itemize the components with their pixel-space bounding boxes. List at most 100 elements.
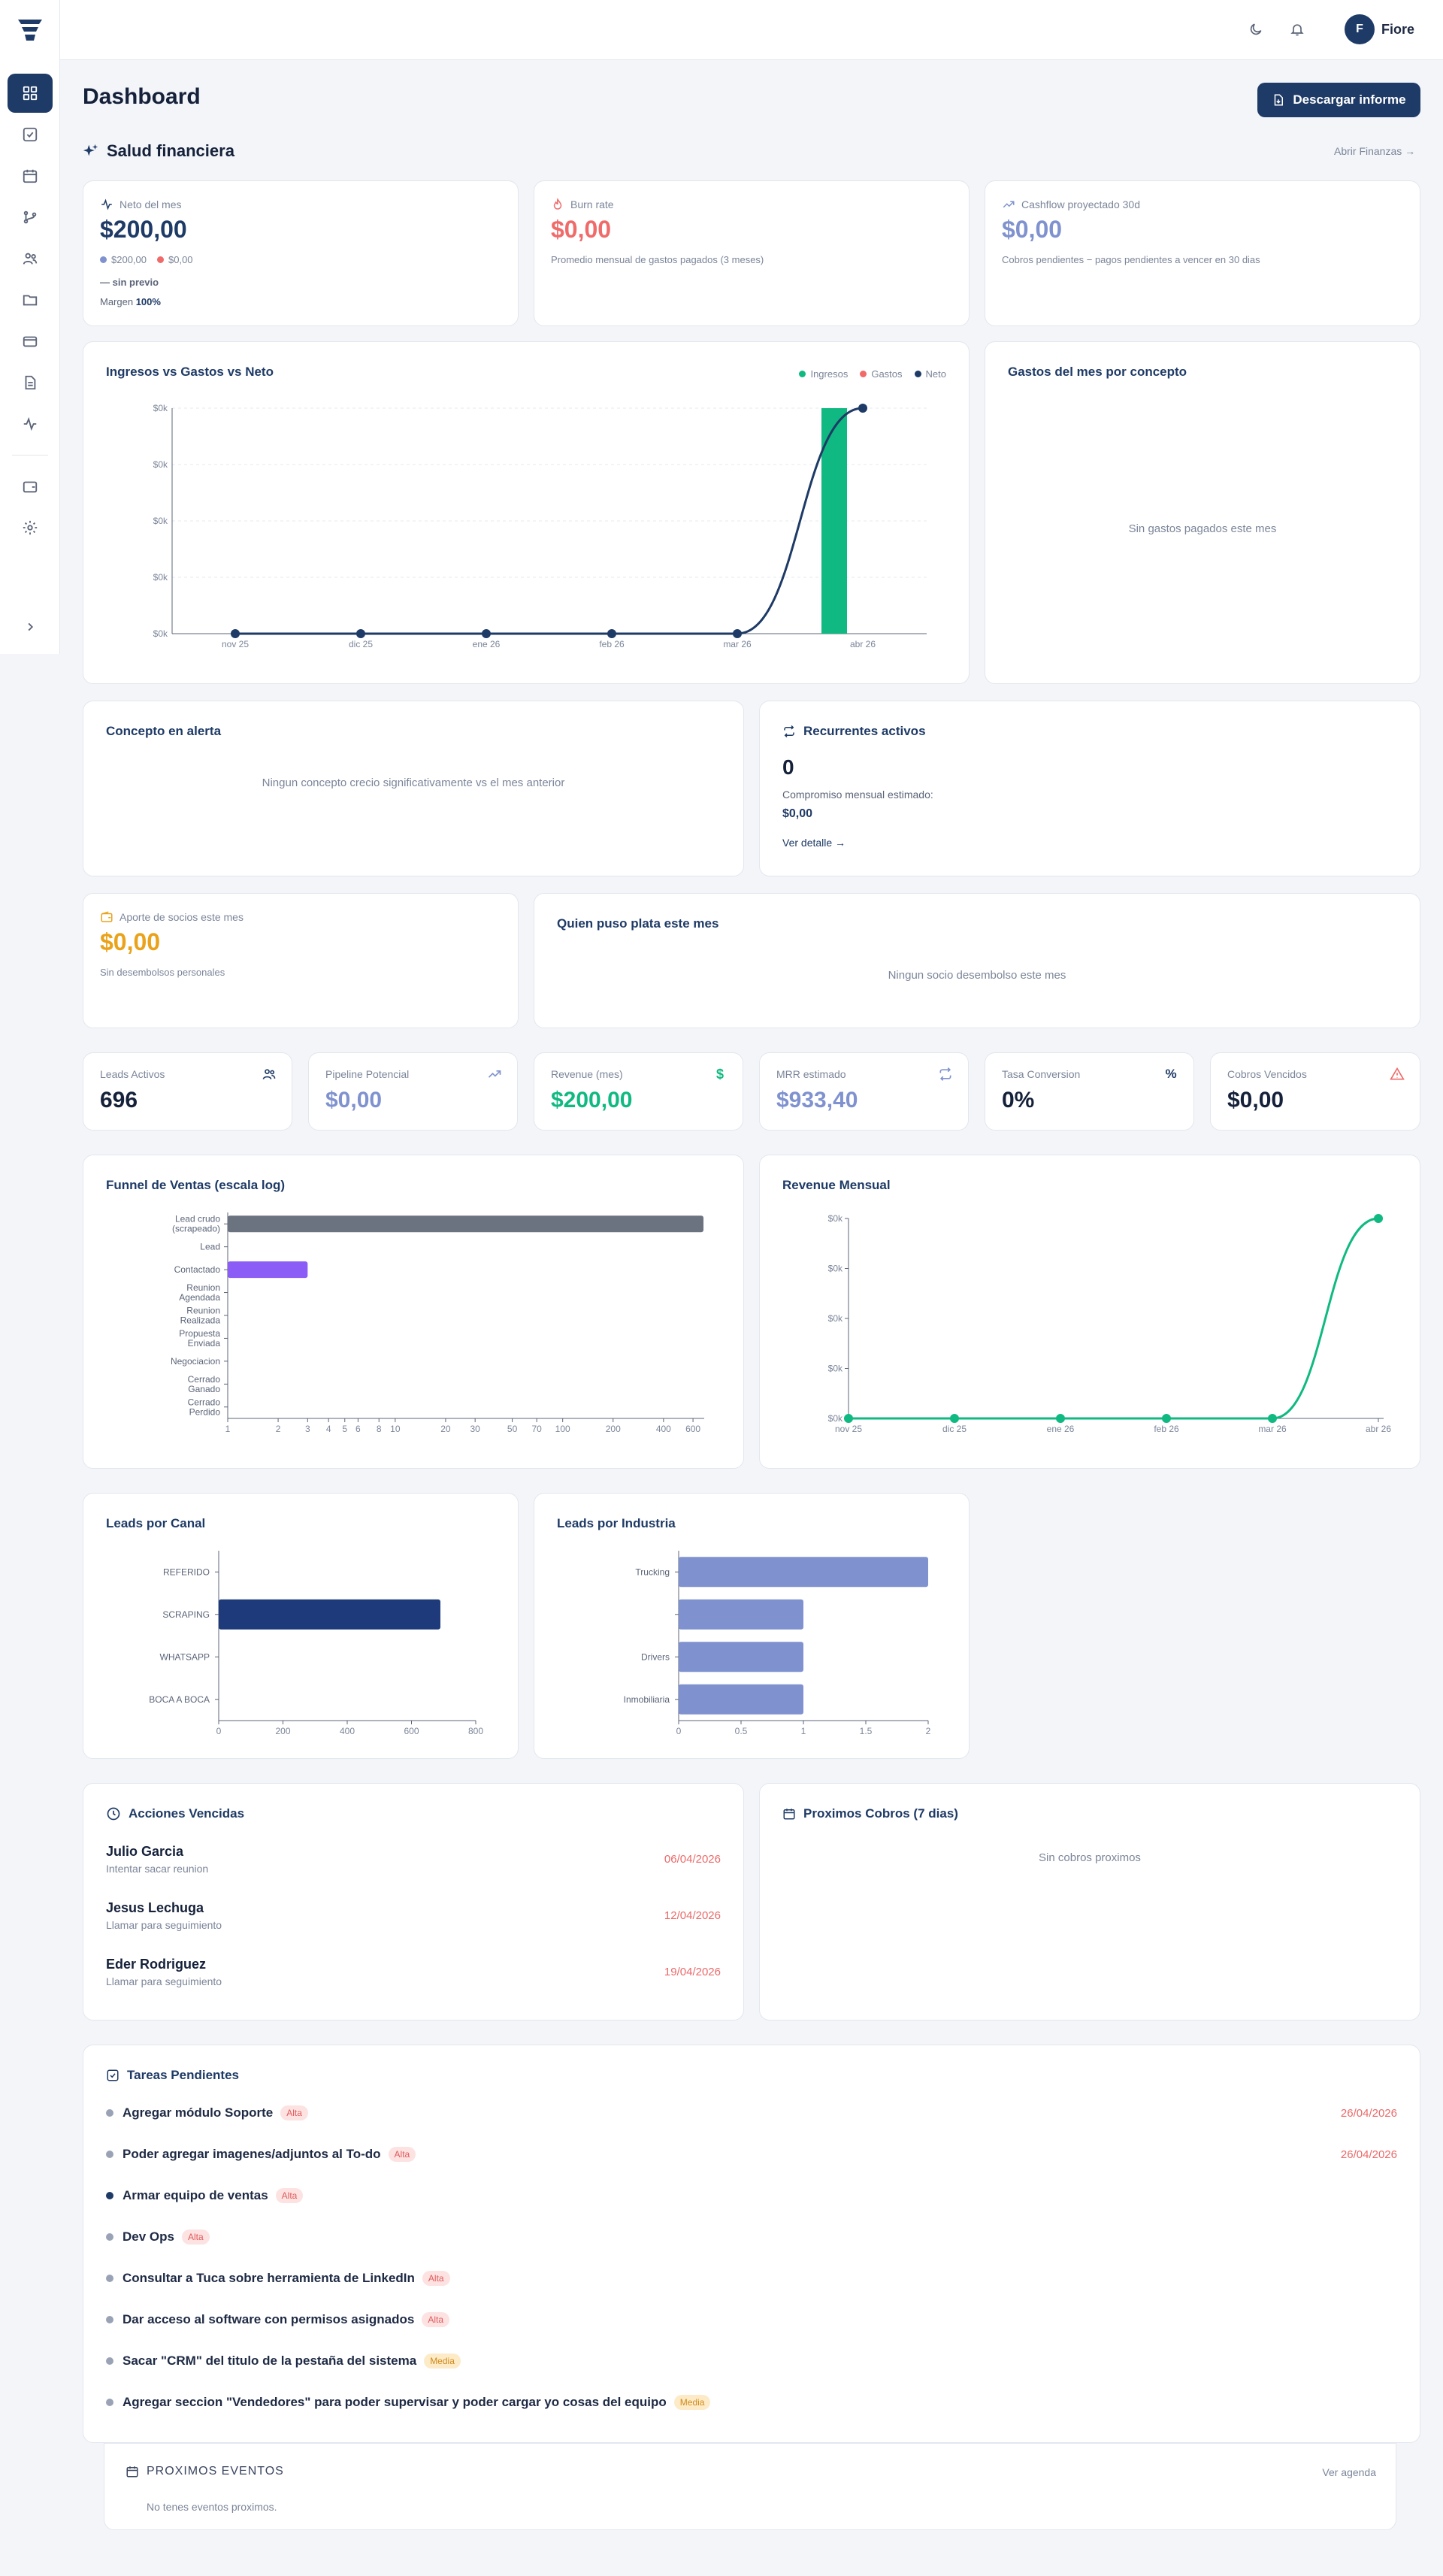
y-tick-label: Ganado	[188, 1384, 220, 1394]
x-tick-label: abr 26	[1366, 1424, 1391, 1434]
sidebar-divider	[12, 455, 48, 456]
sidebar-item-files[interactable]	[8, 280, 53, 319]
y-tick-label: Negociacion	[171, 1356, 220, 1367]
burn-label-text: Burn rate	[570, 198, 614, 210]
y-tick-label: $0k	[153, 516, 168, 526]
list-item[interactable]: Sacar "CRM" del titulo de la pestaña del…	[106, 2350, 1397, 2372]
x-tick-label: 2	[276, 1424, 281, 1434]
action-date: 06/04/2026	[664, 1853, 721, 1866]
username[interactable]: Fiore	[1381, 22, 1415, 37]
acciones-title: Acciones Vencidas	[106, 1806, 244, 1821]
x-tick-label: 100	[555, 1424, 570, 1434]
sparkles-icon	[83, 144, 98, 156]
kpi-label: Tasa Conversion	[1002, 1068, 1081, 1080]
task-name: Sacar "CRM" del titulo de la pestaña del…	[123, 2354, 417, 2368]
recurrentes-detail-link[interactable]: Ver detalle →	[782, 837, 846, 849]
x-tick-label: 600	[404, 1726, 419, 1736]
x-tick-label: 400	[340, 1726, 355, 1736]
neto-breakdown: $200,00 $0,00	[100, 254, 193, 265]
quien-puso-empty: Ningun socio desembolso este mes	[888, 969, 1066, 982]
task-name: Agregar módulo Soporte	[123, 2105, 274, 2120]
sidebar-expand-button[interactable]	[8, 607, 53, 646]
sidebar-item-wallet[interactable]	[8, 467, 53, 506]
task-name: Dev Ops	[123, 2229, 174, 2244]
list-item[interactable]: Dar acceso al software con permisos asig…	[106, 2308, 1397, 2331]
sidebar-item-settings[interactable]	[8, 508, 53, 547]
sidebar-item-contacts[interactable]	[8, 239, 53, 278]
neto-label-text: Neto del mes	[119, 198, 182, 210]
ingresos-dot	[100, 256, 107, 263]
neto-margin-label: Margen	[100, 296, 134, 307]
y-tick-label: $0k	[153, 403, 168, 413]
list-item[interactable]: Agregar módulo Soporte Alta 26/04/2026	[106, 2102, 1397, 2124]
download-report-button[interactable]: Descargar informe	[1257, 83, 1420, 117]
list-item[interactable]: Consultar a Tuca sobre herramienta de Li…	[106, 2267, 1397, 2290]
kpi-pipeline[interactable]: Pipeline Potencial $0,00	[308, 1052, 518, 1131]
neto-margin-value: 100%	[135, 296, 161, 307]
x-tick-label: feb 26	[1154, 1424, 1179, 1434]
ivg-chart-title: Ingresos vs Gastos vs Neto	[106, 365, 274, 379]
list-item[interactable]: Jesus Lechuga Llamar para seguimiento 12/…	[106, 1900, 721, 1931]
sidebar-item-tasks[interactable]	[8, 115, 53, 154]
logo-icon[interactable]	[15, 17, 45, 44]
task-dot	[106, 2316, 113, 2323]
clock-icon	[107, 1807, 120, 1821]
task-name: Consultar a Tuca sobre herramienta de Li…	[123, 2271, 415, 2285]
neto-point	[231, 629, 240, 638]
theme-toggle-button[interactable]	[1246, 20, 1266, 39]
eventos-empty: No tenes eventos proximos.	[147, 2501, 277, 2513]
open-finance-link[interactable]: Abrir Finanzas →	[1334, 145, 1416, 157]
git-branch-icon	[23, 210, 37, 224]
sidebar-item-documents[interactable]	[8, 363, 53, 402]
kpi-value: $0,00	[325, 1088, 383, 1112]
gastos-dot	[157, 256, 164, 263]
kpi-conversion[interactable]: Tasa Conversion 0% %	[985, 1052, 1194, 1131]
kpi-label: Revenue (mes)	[551, 1068, 623, 1080]
kpi-revenue[interactable]: Revenue (mes) $200,00 $	[534, 1052, 743, 1131]
kpi-cobros-vencidos[interactable]: Cobros Vencidos $0,00	[1210, 1052, 1420, 1131]
revenue-line	[849, 1217, 1379, 1420]
quien-puso-title: Quien puso plata este mes	[557, 916, 719, 931]
kpi-value: 0%	[1002, 1088, 1035, 1112]
sidebar-item-pipeline[interactable]	[8, 198, 53, 237]
avatar[interactable]: F	[1345, 14, 1375, 44]
kpi-leads-activos[interactable]: Leads Activos 696	[83, 1052, 292, 1131]
sidebar-item-billing[interactable]	[8, 322, 53, 361]
list-item[interactable]: Julio Garcia Intentar sacar reunion 06/04…	[106, 1844, 721, 1875]
aporte-card: Aporte de socios este mes $0,00 Sin dese…	[83, 893, 519, 1028]
neto-point	[482, 629, 491, 638]
list-item[interactable]: Agregar seccion "Vendedores" para poder …	[106, 2391, 1397, 2414]
sidebar-item-dashboard[interactable]	[8, 74, 53, 113]
y-tick-label: Reunion	[186, 1282, 220, 1293]
aporte-note: Sin desembolsos personales	[100, 967, 225, 978]
moon-icon	[1250, 23, 1262, 35]
activity-icon	[101, 198, 112, 210]
x-tick-label: 600	[685, 1424, 700, 1434]
ver-agenda-link[interactable]: Ver agenda	[1322, 2466, 1376, 2478]
cash-label-text: Cashflow proyectado 30d	[1021, 198, 1140, 210]
y-tick-label: $0k	[153, 628, 168, 639]
revenue-point	[1374, 1214, 1383, 1223]
neto-gastos: $0,00	[168, 254, 193, 265]
list-item[interactable]: Poder agregar imagenes/adjuntos al To-do…	[106, 2143, 1397, 2166]
sidebar-item-calendar[interactable]	[8, 156, 53, 195]
list-item[interactable]: Eder Rodriguez Llamar para seguimiento 19…	[106, 1957, 721, 1987]
repeat-icon	[784, 725, 794, 738]
x-tick-label: 200	[606, 1424, 621, 1434]
neto-point	[858, 404, 867, 413]
wallet-icon	[23, 481, 38, 493]
revenue-point	[844, 1414, 853, 1423]
sidebar-item-activity[interactable]	[8, 404, 53, 443]
notifications-button[interactable]	[1287, 20, 1307, 39]
checkbox-icon	[23, 127, 38, 142]
y-tick-label: Trucking	[635, 1566, 670, 1577]
task-date: 26/04/2026	[1340, 2106, 1397, 2120]
burn-label: Burn rate	[551, 198, 614, 211]
list-item[interactable]: Dev Ops Alta	[106, 2226, 1397, 2248]
gastos-concepto-card: Gastos del mes por concepto Sin gastos p…	[985, 341, 1420, 684]
activity-icon	[23, 416, 37, 431]
kpi-mrr[interactable]: MRR estimado $933,40	[759, 1052, 969, 1131]
y-tick-label: Perdido	[189, 1406, 221, 1417]
y-tick-label: Agendada	[179, 1292, 220, 1303]
list-item[interactable]: Armar equipo de ventas Alta	[106, 2184, 1397, 2207]
